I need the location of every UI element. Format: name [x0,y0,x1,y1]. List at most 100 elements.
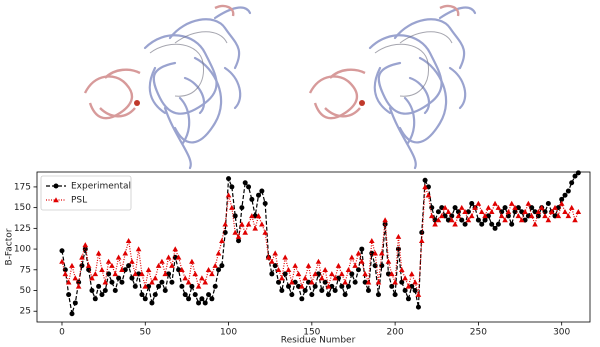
data-point [202,300,208,306]
data-point [129,258,135,264]
data-point [545,217,552,223]
data-point [398,266,405,273]
legend-label: PSL [71,196,87,206]
data-point [122,250,129,256]
data-point [142,296,148,302]
data-point [359,246,365,252]
data-point [85,262,92,268]
data-point [365,288,371,294]
data-point [435,209,441,215]
data-point [89,275,95,281]
data-point [378,250,385,256]
data-point [189,283,195,289]
data-point [339,283,345,289]
data-point [222,221,229,227]
data-point [538,204,545,210]
data-point [242,180,248,186]
data-point [412,279,418,285]
data-point [112,288,118,294]
series-0 [59,170,581,317]
data-point [305,262,312,268]
data-point [438,213,445,219]
data-point [402,288,408,294]
data-point [212,283,218,289]
data-point [86,267,92,273]
data-point [325,283,332,289]
data-point [405,296,411,302]
data-point [119,279,125,285]
legend-box [40,175,132,211]
x-tick-label: 250 [470,328,487,338]
x-tick-label: 150 [303,328,320,338]
data-point [259,188,265,194]
data-point [375,292,381,298]
data-point [199,275,205,281]
data-point [126,263,132,269]
data-point [482,217,488,223]
data-point [249,196,255,202]
data-point [232,229,239,235]
x-tick-label: 300 [553,328,570,338]
data-point [92,271,99,277]
data-point [349,254,355,260]
data-point [515,213,522,219]
data-point [388,271,395,277]
data-point [472,204,478,210]
data-point [215,250,222,256]
data-point [468,213,475,219]
data-point [562,192,568,198]
data-point [565,188,571,194]
data-point [282,254,288,260]
data-point [225,192,232,198]
data-point [149,300,155,306]
data-point [262,200,268,206]
data-point [185,279,192,285]
y-tick-label: 25 [20,307,31,317]
data-point [492,225,498,231]
data-point [76,279,82,285]
data-point [162,271,169,277]
x-tick-label: 100 [220,328,237,338]
series-line [61,172,579,314]
data-point [115,254,122,260]
data-point [368,237,375,244]
data-point [109,279,115,285]
data-point [342,292,348,298]
data-point [149,279,155,285]
data-point [69,311,75,317]
data-point [282,271,288,277]
data-point [488,208,495,215]
data-point [399,279,405,285]
data-point [125,237,132,244]
data-point [432,221,438,227]
data-point [226,176,232,182]
data-point [262,229,268,235]
data-point [235,233,242,239]
data-point [562,208,568,215]
chart: 0 50 100 150 200 250 300 25 50 75 100 125 150 175 Expe… [14,170,591,338]
data-point [289,279,295,285]
data-point [435,217,442,223]
data-point [269,271,275,277]
legend-label: Experimental [71,182,131,192]
data-point [552,204,558,210]
data-point [558,200,565,206]
data-point [285,266,292,273]
data-point [535,208,542,215]
series-1 [59,184,582,297]
data-point [172,246,179,252]
data-point [72,275,79,281]
data-point [106,271,112,277]
data-point [82,246,88,252]
data-point [99,292,105,298]
data-point [279,288,285,294]
data-point [335,262,342,268]
data-point [448,217,455,223]
data-point [389,283,395,289]
data-point [495,221,501,227]
data-point [372,263,378,269]
data-point [452,221,458,227]
data-point [302,288,308,294]
data-point [355,250,362,256]
y-tick-label: 150 [14,203,31,213]
